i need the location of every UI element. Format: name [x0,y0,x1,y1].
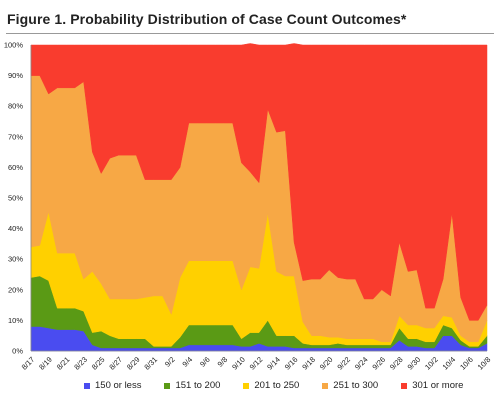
y-tick-label: 10% [8,316,23,325]
x-tick-label: 8/23 [72,355,89,372]
legend-label: 301 or more [412,380,464,391]
x-tick-label: 9/30 [406,355,423,372]
legend-swatch [322,382,329,389]
y-tick-label: 80% [8,102,23,111]
legend-swatch [243,382,250,389]
x-tick-label: 9/26 [370,355,387,372]
x-tick-label: 9/20 [318,355,335,372]
x-tick-label: 8/25 [90,355,107,372]
x-tick-label: 10/6 [458,355,475,372]
y-tick-label: 40% [8,224,23,233]
y-axis-ticks: 0% 10% 20% 30% 40% 50% 60% 70% 80% 90% 100% [4,41,24,356]
legend-swatch [401,382,408,389]
x-tick-label: 9/28 [388,355,405,372]
chart-legend: 150 or less 151 to 200 201 to 250 251 to 30… [84,380,463,391]
x-tick-label: 8/19 [37,355,54,372]
legend-label: 151 to 200 [175,380,221,391]
y-tick-label: 30% [8,255,23,264]
x-tick-label: 9/16 [283,355,300,372]
x-tick-label: 9/8 [216,355,230,369]
legend-item-3: 251 to 300 [322,380,378,391]
x-tick-label: 10/2 [423,355,440,372]
legend-label: 150 or less [95,380,142,391]
x-tick-label: 9/18 [300,355,317,372]
y-tick-label: 100% [4,41,24,50]
legend-item-2: 201 to 250 [243,380,299,391]
y-tick-label: 90% [8,71,23,80]
x-tick-label: 9/2 [163,355,177,369]
legend-swatch [84,382,90,389]
x-axis-ticks: 8/17 8/19 8/21 8/23 8/25 8/27 8/29 8/31 9/2 9/4 9/… [20,355,493,372]
x-tick-label: 8/21 [55,355,72,372]
y-tick-label: 0% [12,347,23,356]
area-layers [30,43,488,352]
y-tick-label: 20% [8,285,23,294]
x-tick-label: 8/27 [107,355,124,372]
x-tick-label: 9/12 [248,355,265,372]
x-tick-label: 9/10 [230,355,247,372]
legend-label: 201 to 250 [254,380,300,391]
area-series-4 [30,43,488,321]
title-divider [6,33,494,34]
legend-swatch [164,382,171,389]
x-tick-label: 9/24 [353,355,370,372]
y-tick-label: 50% [8,194,23,203]
x-tick-label: 10/4 [441,355,458,372]
legend-item-1: 151 to 200 [164,380,220,391]
y-tick-label: 70% [8,132,23,141]
chart-title: Figure 1. Probability Distribution of Ca… [7,11,407,27]
x-tick-label: 9/14 [265,355,282,372]
legend-label: 251 to 300 [333,380,379,391]
x-tick-label: 9/6 [198,355,212,369]
axes [30,45,487,352]
x-tick-label: 8/31 [142,355,159,372]
legend-item-4: 301 or more [401,380,463,391]
x-tick-label: 9/4 [180,355,194,369]
x-tick-label: 9/22 [335,355,352,372]
x-tick-label: 10/8 [476,355,493,372]
x-tick-label: 8/17 [20,355,37,372]
x-tick-label: 8/29 [125,355,142,372]
y-tick-label: 60% [8,163,23,172]
legend-item-0: 150 or less [84,380,141,391]
